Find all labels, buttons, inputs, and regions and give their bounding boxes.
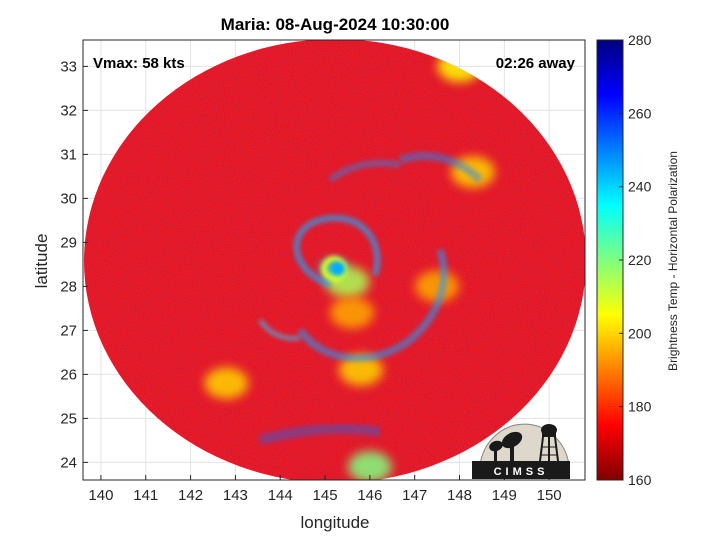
colorbar-label: Brightness Temp - Horizontal Polarizatio… [666,151,680,371]
rainbands [258,152,483,445]
swath-heatmap [84,40,585,480]
cb-tick-label: 260 [628,105,652,121]
colorbar-gradient [596,39,624,481]
x-tick-label: 146 [357,487,382,504]
cb-tick-label: 280 [628,32,652,48]
cb-tick-label: 160 [628,472,652,488]
y-tick-label: 31 [60,146,77,163]
x-tick-label: 143 [223,487,248,504]
time-away-annotation: 02:26 away [496,55,576,72]
cb-tick-label: 220 [628,252,652,268]
axes-frame [82,39,586,481]
logo-text: CIMSS [494,466,549,478]
x-tick-label: 144 [268,487,293,504]
cb-tick-label: 180 [628,399,652,415]
feature-8 [415,270,460,303]
cimss-logo: CIMSS [472,423,570,479]
storm-center [331,261,345,276]
cb-tick-label: 200 [628,325,652,341]
x-tick-label: 150 [537,487,562,504]
y-axis-label: latitude [32,234,51,289]
y-tick-label: 30 [60,190,77,207]
x-tick-label: 149 [492,487,517,504]
cb-tick-label: 240 [628,179,652,195]
logo-base [472,461,570,479]
feature-5 [338,354,383,386]
y-tick-label: 32 [60,102,77,119]
x-tick-label: 147 [402,487,427,504]
y-axis: 24 25 26 27 28 29 30 31 32 33 [60,58,88,471]
colorbar: 160 180 200 220 240 260 280 Brightness Temp - … [596,32,680,488]
x-tick-label: 148 [447,487,472,504]
satellite-dish-icon [489,431,523,461]
y-tick-label: 33 [60,58,77,75]
x-axis-label: longitude [300,513,369,532]
feature-7 [329,297,374,329]
y-tick-label: 27 [60,322,77,339]
colorbar-ticks: 160 180 200 220 240 260 280 [619,32,652,488]
y-tick-label: 26 [60,366,77,383]
feature-6 [347,451,392,480]
water-tower-icon [539,424,559,462]
x-axis: 140 141 142 143 144 145 146 147 148 149 150 [88,475,562,504]
chart-title: Maria: 08-Aug-2024 10:30:00 [221,15,450,34]
y-tick-label: 25 [60,410,77,427]
y-tick-label: 24 [60,454,77,471]
x-tick-label: 145 [313,487,338,504]
y-tick-label: 28 [60,278,77,295]
feature-4 [204,367,249,399]
x-tick-label: 141 [133,487,158,504]
x-tick-label: 142 [178,487,203,504]
x-tick-label: 140 [88,487,113,504]
vmax-annotation: Vmax: 58 kts [93,55,185,72]
y-tick-label: 29 [60,234,77,251]
